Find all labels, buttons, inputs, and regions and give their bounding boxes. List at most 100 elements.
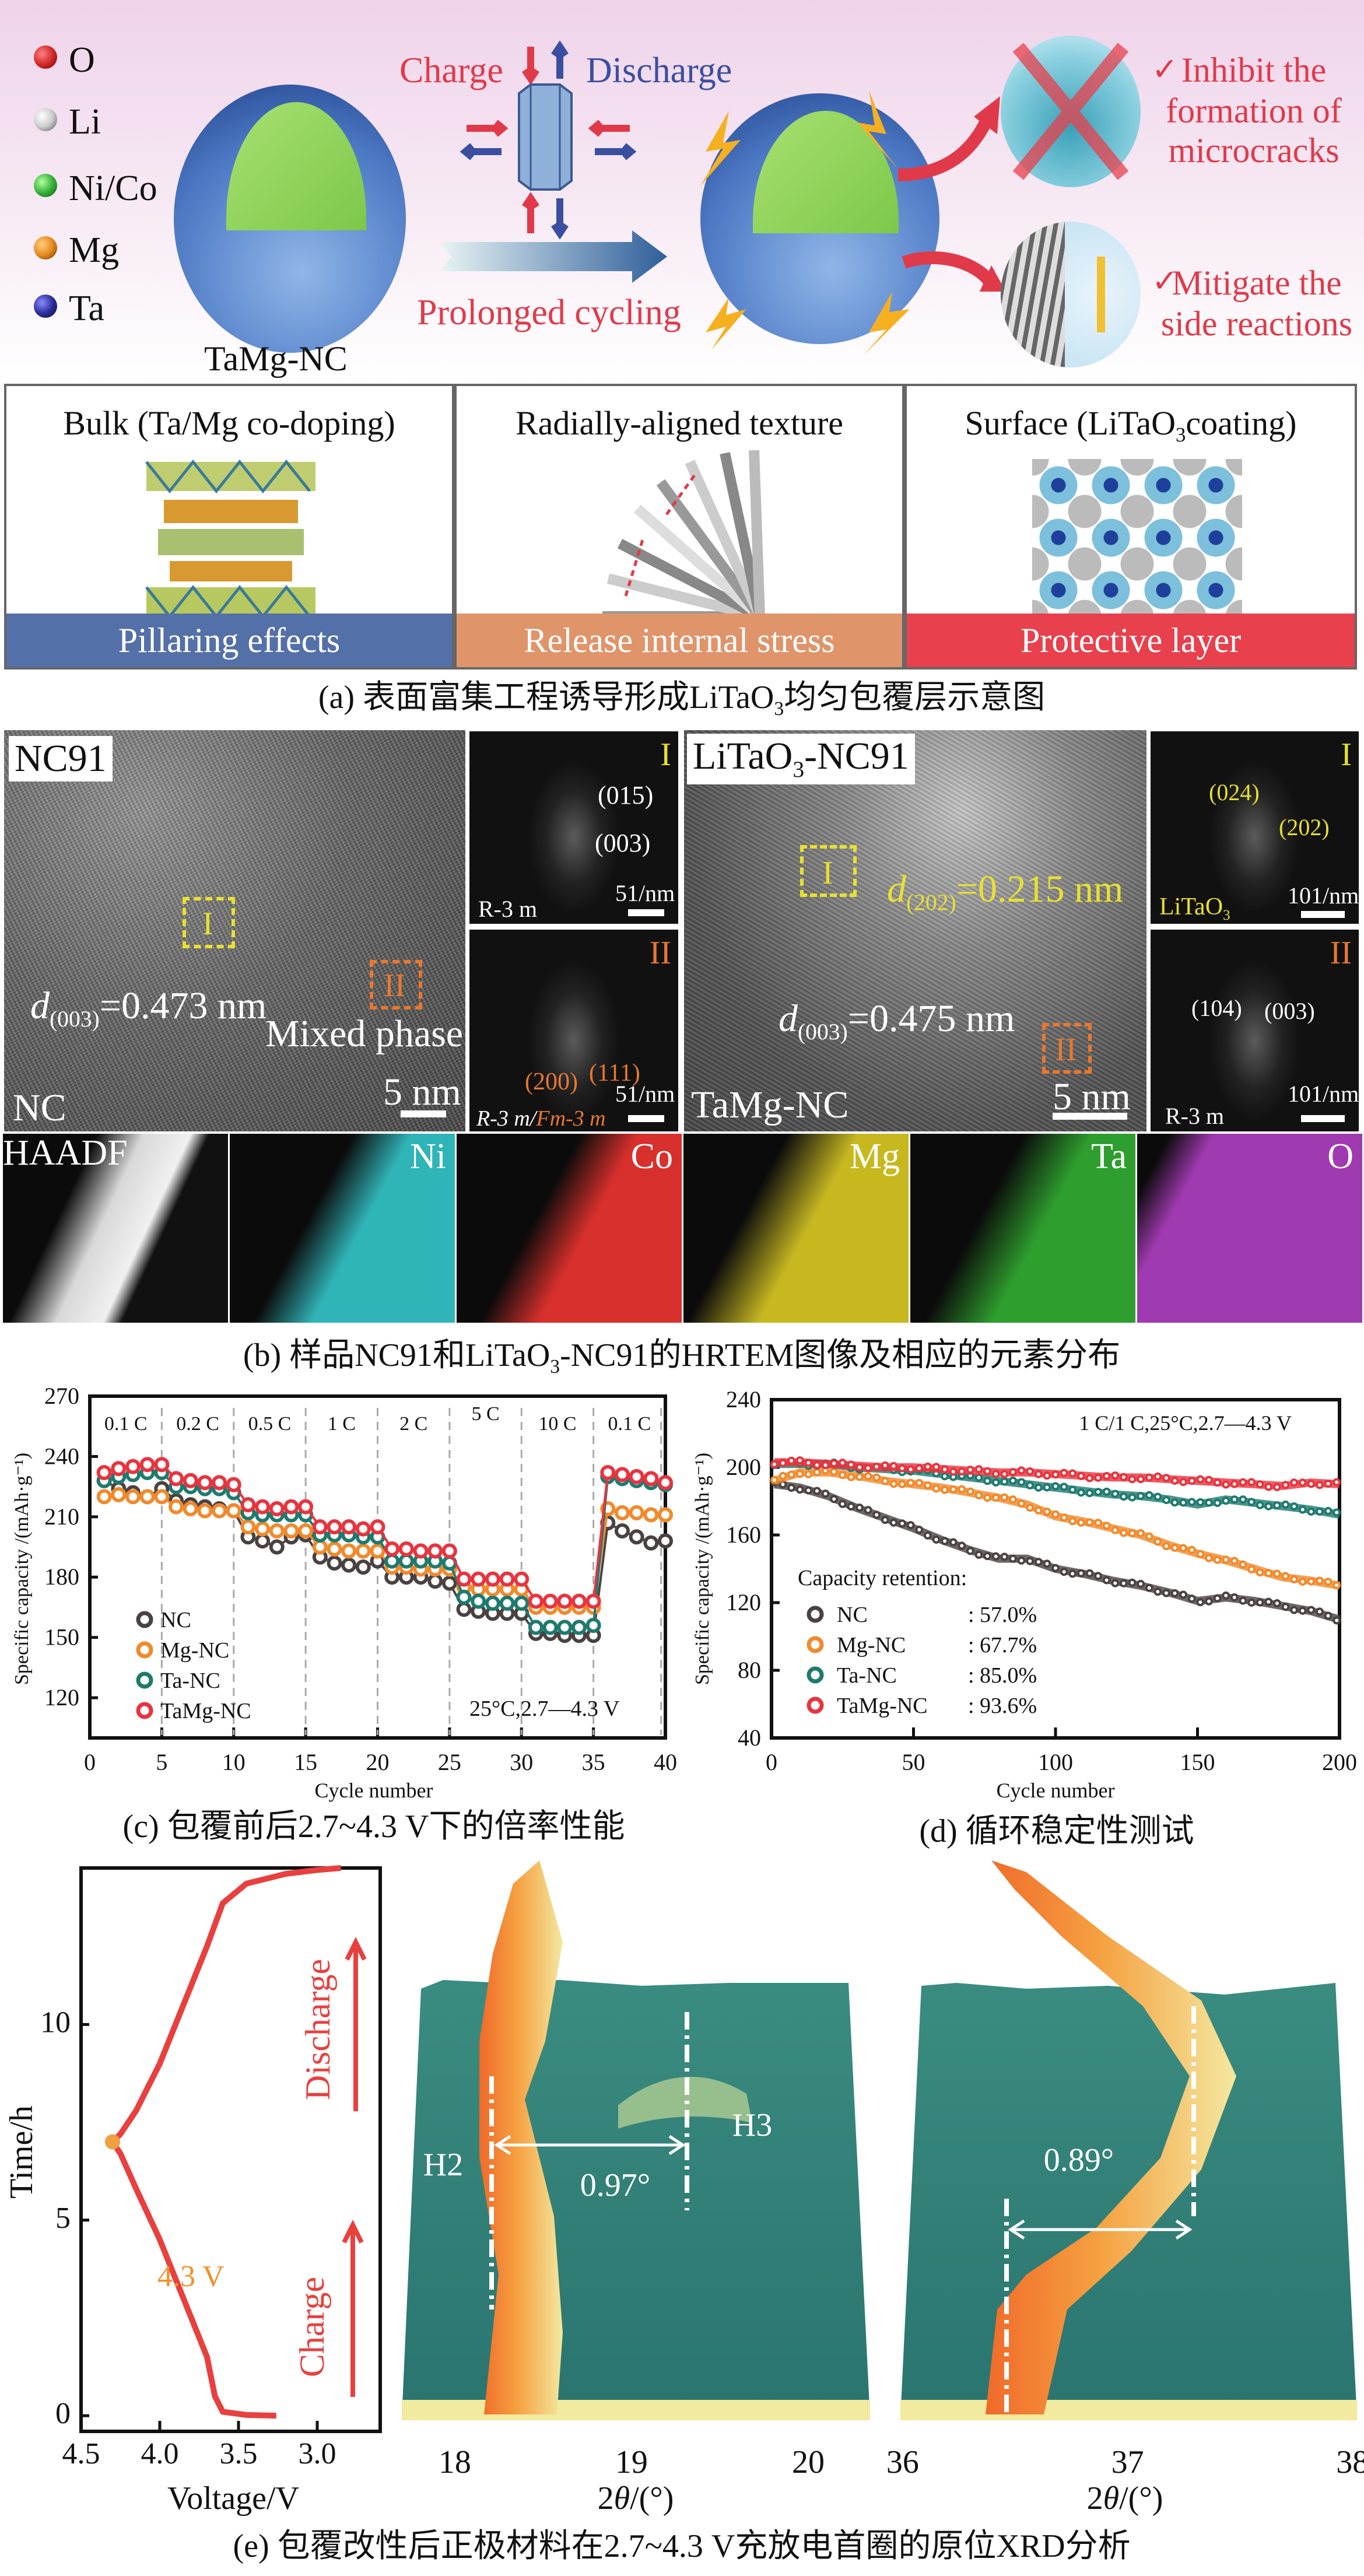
rate-label: 5 C: [471, 1403, 499, 1425]
cutoff-label: 4.3 V: [157, 2260, 225, 2293]
data-point: [1187, 1477, 1196, 1485]
data-point: [1026, 1557, 1035, 1565]
texture-box: Radially-aligned texture Release interna…: [454, 384, 904, 670]
data-point: [966, 1547, 974, 1555]
data-point: [1196, 1475, 1205, 1484]
d-index: (003): [50, 1005, 100, 1032]
surface-box: Surface (LiTaO3coating) Protective layer: [904, 384, 1357, 670]
data-point: [212, 1475, 227, 1491]
data-point: [1085, 1518, 1094, 1527]
data-point: [1272, 1599, 1281, 1608]
x-tick-label: 15: [294, 1749, 317, 1775]
mixed-phase-label: Mixed phase: [265, 1012, 464, 1055]
data-point: [1068, 1469, 1077, 1478]
data-point: [528, 1593, 544, 1609]
data-point: [600, 1464, 616, 1480]
caption-text: 均匀包覆层示意图: [784, 679, 1046, 716]
side-reaction-inset: [1001, 222, 1141, 367]
axis-label-part: /(°): [630, 2480, 674, 2517]
legend-marker: [136, 1671, 153, 1689]
region-label: II: [384, 968, 406, 1004]
benefit1-line3: microcracks: [1168, 131, 1340, 170]
data-point: [355, 1559, 371, 1575]
data-point: [1230, 1557, 1239, 1565]
data-point: [1128, 1475, 1137, 1484]
data-point: [1333, 1581, 1341, 1590]
data-point: [1043, 1471, 1051, 1480]
x-axis-label: Voltage/V: [167, 2480, 299, 2517]
data-point: [812, 1461, 821, 1470]
legend-label: TaMg-NC: [160, 1699, 251, 1723]
data-point: [966, 1466, 974, 1474]
data-point: [1298, 1606, 1307, 1615]
xrd-baseline: [402, 2400, 870, 2420]
data-point: [269, 1539, 285, 1555]
data-point: [183, 1501, 198, 1517]
title-text: coating): [1186, 404, 1297, 442]
data-point: [1196, 1550, 1205, 1558]
data-point: [1060, 1513, 1068, 1522]
data-point: [1264, 1597, 1273, 1606]
x-tick-label: 0: [766, 1749, 777, 1775]
d-index: (202): [906, 889, 956, 915]
data-point: [370, 1543, 385, 1559]
data-point: [991, 1552, 1000, 1561]
legend-label: NC: [837, 1603, 868, 1627]
fft-litao3-region-i: I (024) (202) LiTaO3 101/nm: [1151, 731, 1359, 924]
data-point: [915, 1464, 924, 1473]
x-tick-label: 40: [654, 1749, 677, 1775]
data-point: [1043, 1559, 1051, 1568]
data-point: [1119, 1579, 1128, 1587]
data-point: [413, 1543, 429, 1559]
data-point: [1008, 1495, 1017, 1504]
series-TaMg-NC: [770, 1456, 1341, 1491]
data-point: [1187, 1498, 1196, 1506]
data-point: [643, 1507, 659, 1523]
data-point: [1000, 1552, 1009, 1561]
xrd-panel-003: [402, 1860, 870, 2420]
data-point: [812, 1468, 821, 1477]
data-point: [821, 1461, 830, 1470]
data-point: [923, 1462, 932, 1471]
data-point: [658, 1475, 673, 1491]
cross-mark-icon: [1012, 43, 1129, 180]
data-point: [1102, 1576, 1111, 1585]
data-point: [1128, 1493, 1137, 1502]
data-point: [1213, 1499, 1222, 1508]
data-point: [571, 1620, 587, 1635]
series-Mg-NC: [770, 1466, 1341, 1590]
charge-arrow-icon: [342, 2220, 364, 2397]
data-point: [1094, 1488, 1103, 1496]
data-point: [1256, 1480, 1264, 1489]
caption-e: (e) 包覆改性后正极材料在2.7~4.3 V充放电首圈的原位XRD分析: [233, 2528, 1131, 2564]
space-group: R-3 m: [478, 896, 538, 922]
data-point: [1077, 1471, 1085, 1480]
data-point: [485, 1596, 500, 1611]
data-point: [499, 1596, 515, 1611]
data-point: [1077, 1569, 1085, 1578]
data-point: [1017, 1466, 1026, 1475]
radial-texture-icon: [602, 450, 765, 619]
data-point: [197, 1475, 213, 1491]
spot-label: (104): [1191, 995, 1242, 1021]
region-ii-box: II: [1042, 1023, 1092, 1074]
y-tick-label: 210: [44, 1503, 79, 1530]
x-tick-label: 10: [222, 1749, 246, 1775]
spot-label: (202): [1279, 814, 1330, 840]
y-tick-label: 150: [44, 1624, 79, 1650]
data-point: [139, 1457, 155, 1473]
data-point: [658, 1533, 673, 1549]
data-point: [1247, 1498, 1256, 1506]
caption-c: (c) 包覆前后2.7~4.3 V下的倍率性能: [122, 1809, 625, 1845]
data-point: [1239, 1560, 1247, 1569]
data-point: [1145, 1532, 1153, 1541]
title-subscript: 3: [1176, 423, 1186, 447]
data-point: [1281, 1603, 1290, 1611]
data-point: [974, 1473, 983, 1482]
data-point: [1179, 1478, 1188, 1487]
data-point: [384, 1541, 400, 1557]
region-label: II: [1055, 1032, 1077, 1068]
data-point: [983, 1552, 992, 1561]
data-point: [427, 1543, 443, 1559]
data-point: [923, 1481, 932, 1490]
